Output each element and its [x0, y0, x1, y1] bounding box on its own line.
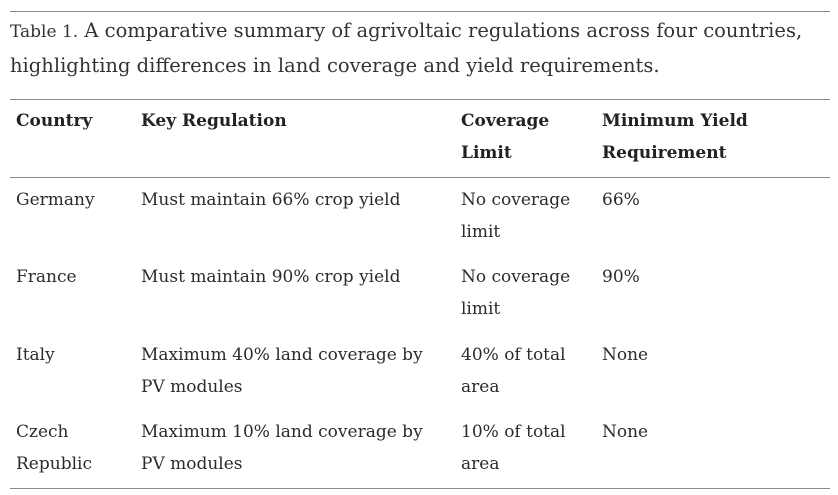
table-cell-regulation: Maximum 40% land coverage by PV modules — [141, 345, 423, 397]
table-cell-coverage: 40% of total area — [461, 345, 566, 397]
table-cell-country: Czech Republic — [16, 422, 92, 474]
caption-text: A comparative summary of agrivoltaic reg… — [10, 19, 803, 77]
table-cell-country: Germany — [16, 190, 95, 210]
table-caption: Table 1. A comparative summary of agrivo… — [10, 14, 810, 82]
table-cell-country: France — [16, 267, 77, 287]
table-cell-yield: None — [602, 345, 649, 365]
table-cell-regulation: Must maintain 66% crop yield — [141, 190, 401, 210]
column-header-country: Country — [16, 111, 93, 131]
table-cell-yield: 90% — [602, 267, 640, 287]
column-header-coverage-limit: Coverage Limit — [461, 111, 550, 163]
table-cell-yield: 66% — [602, 190, 640, 210]
table-cell-regulation: Must maintain 90% crop yield — [141, 267, 401, 287]
table-cell-coverage: No coverage limit — [461, 267, 571, 319]
table-cell-regulation: Maximum 10% land coverage by PV modules — [141, 422, 423, 474]
table-cell-coverage: 10% of total area — [461, 422, 566, 474]
table-cell-coverage: No coverage limit — [461, 190, 571, 242]
column-header-minimum-yield: Minimum Yield Requirement — [602, 111, 748, 163]
table-cell-country: Italy — [16, 345, 55, 365]
bottom-rule — [10, 488, 830, 489]
table-cell-yield: None — [602, 422, 649, 442]
top-rule — [10, 11, 830, 12]
header-bottom-rule — [10, 177, 830, 178]
column-header-key-regulation: Key Regulation — [141, 111, 287, 131]
header-top-rule — [10, 99, 830, 100]
caption-label: Table 1. — [10, 22, 79, 42]
